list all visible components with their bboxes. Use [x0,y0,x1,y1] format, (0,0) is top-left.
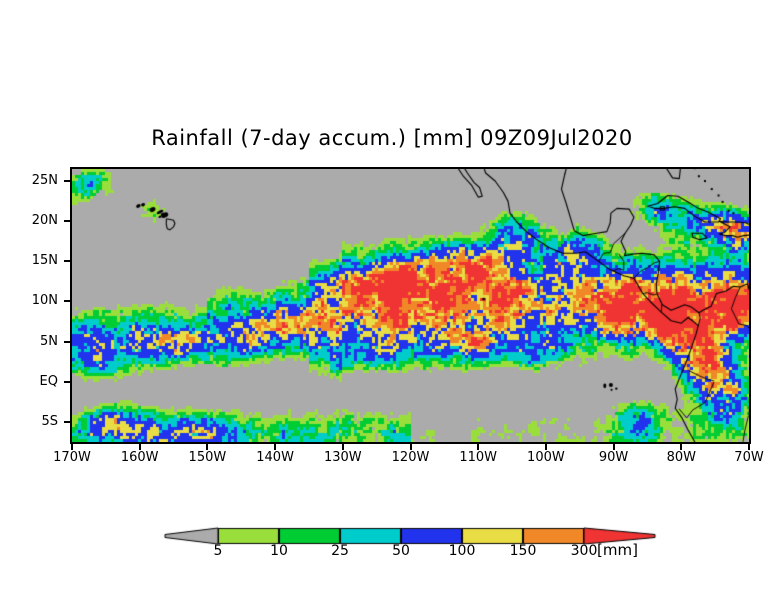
x-axis-tick-label: 170W [53,450,91,465]
y-axis-tick-mark [64,300,70,303]
colorbar-tick-label: 300 [570,543,598,559]
x-axis-tick-mark [341,444,344,450]
colorbar-swatches [0,524,784,574]
y-axis-tick-mark [64,380,70,383]
y-axis-tick-label: 15N [31,253,58,269]
x-axis-tick-label: 90W [598,450,629,465]
x-axis-tick-mark [477,444,480,450]
x-axis-tick-mark [409,444,412,450]
colorbar-tick-label: 50 [392,543,410,559]
colorbar [0,524,784,574]
x-axis-tick-label: 70W [734,450,764,465]
x-axis-tick-label: 120W [391,450,430,465]
x-axis-tick-label: 160W [120,450,159,465]
colorbar-tick-label: 10 [270,543,288,559]
y-axis-tick-mark [64,260,70,263]
y-axis-tick-mark [64,180,70,183]
rainfall-raster [72,169,749,442]
x-axis-tick-label: 150W [188,450,227,465]
colorbar-tick-label: 150 [509,543,537,559]
x-axis-tick-label: 110W [459,450,498,465]
x-axis-tick-mark [544,444,547,450]
x-axis-tick-mark [612,444,615,450]
colorbar-tick-label: 25 [331,543,349,559]
colorbar-tick-label: 5 [213,543,223,559]
map-plot-area [70,167,751,444]
y-axis-tick-label: EQ [39,373,58,389]
x-axis-tick-mark [71,444,73,450]
colorbar-tick-label: 100 [448,543,476,559]
x-axis-tick-label: 140W [256,450,294,465]
page-title: Rainfall (7-day accum.) [mm] 09Z09Jul202… [151,126,633,150]
colorbar-units-label: [mm] [597,541,638,559]
y-axis-tick-mark [64,220,70,223]
y-axis-tick-mark [64,420,70,423]
x-axis-tick-mark [206,444,209,450]
y-axis-tick-mark [64,340,70,343]
x-axis-tick-label: 130W [323,450,362,465]
y-axis-tick-label: 5S [41,413,58,429]
y-axis-tick-label: 5N [40,333,58,349]
x-axis-tick-label: 80W [666,450,696,465]
x-axis-tick-mark [274,444,277,450]
y-axis-tick-label: 25N [31,173,58,189]
x-axis-tick-label: 100W [527,450,565,465]
y-axis-tick-label: 10N [31,293,58,309]
x-axis-tick-mark [680,444,683,450]
y-axis-tick-label: 20N [31,213,58,229]
x-axis-tick-mark [138,444,141,450]
x-axis-tick-mark [748,444,750,450]
